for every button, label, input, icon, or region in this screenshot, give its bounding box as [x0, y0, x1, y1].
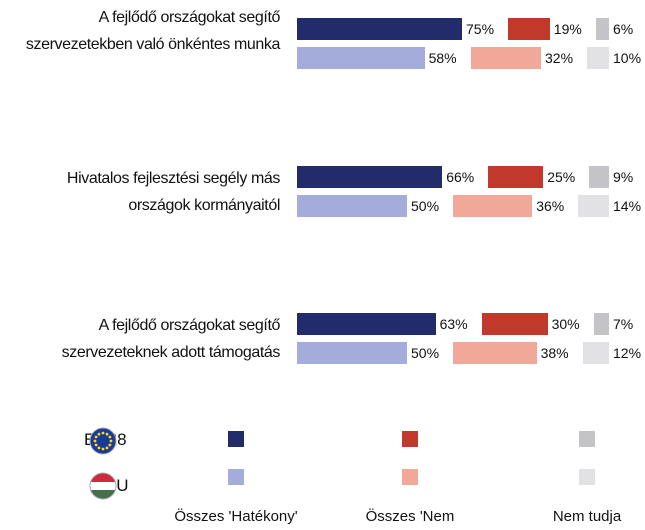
bar-segment — [593, 313, 609, 335]
bar-segment — [453, 342, 537, 364]
bar-segment — [297, 18, 462, 40]
value-label: 36% — [536, 198, 565, 214]
legend-label: Összes 'Hatékony' — [174, 508, 298, 525]
legend-label: Nem tudja — [552, 508, 622, 525]
value-label: 30% — [551, 316, 580, 332]
value-label: 63% — [439, 316, 468, 332]
bar-segment — [453, 195, 533, 217]
bar-segment — [508, 18, 550, 40]
legend-label: Összes 'Nem — [365, 508, 455, 525]
value-label: 58% — [428, 50, 457, 66]
bar-segment — [481, 313, 548, 335]
bar-segment — [589, 166, 609, 188]
legend-swatch — [402, 431, 418, 447]
value-label: 25% — [547, 169, 576, 185]
value-label: 32% — [545, 50, 574, 66]
value-label: 38% — [540, 345, 569, 361]
bar-segment — [578, 195, 609, 217]
value-label: 19% — [553, 21, 582, 37]
value-label: 66% — [446, 169, 475, 185]
value-label: 7% — [613, 316, 634, 332]
bar-segment — [488, 166, 544, 188]
bar-segment — [297, 313, 436, 335]
bar-segment — [297, 166, 443, 188]
bar-segment — [470, 47, 541, 69]
value-label: 10% — [613, 50, 642, 66]
bar-segment — [297, 195, 407, 217]
bar-segment — [587, 47, 609, 69]
eu-flag — [89, 427, 117, 455]
legend-swatch — [402, 469, 418, 485]
bar-segment — [297, 47, 425, 69]
legend-swatch — [579, 431, 595, 447]
hu-flag — [89, 472, 117, 500]
category-label: A fejlődő országokat segítő szervezetekn… — [61, 317, 281, 361]
category-label: A fejlődő országokat segítő szervezetekb… — [25, 9, 281, 53]
category-label: Hivatalos fejlesztési segély más országo… — [66, 170, 280, 214]
value-label: 6% — [613, 21, 634, 37]
bar-segment — [595, 18, 609, 40]
value-label: 50% — [411, 345, 440, 361]
value-label: 9% — [613, 169, 634, 185]
value-label: 14% — [613, 198, 642, 214]
legend-swatch — [228, 431, 244, 447]
value-label: 75% — [466, 21, 495, 37]
legend-swatch — [228, 469, 244, 485]
legend-swatch — [579, 469, 595, 485]
bar-segment — [297, 342, 407, 364]
bar-segment — [582, 342, 609, 364]
value-label: 50% — [411, 198, 440, 214]
value-label: 12% — [613, 345, 642, 361]
